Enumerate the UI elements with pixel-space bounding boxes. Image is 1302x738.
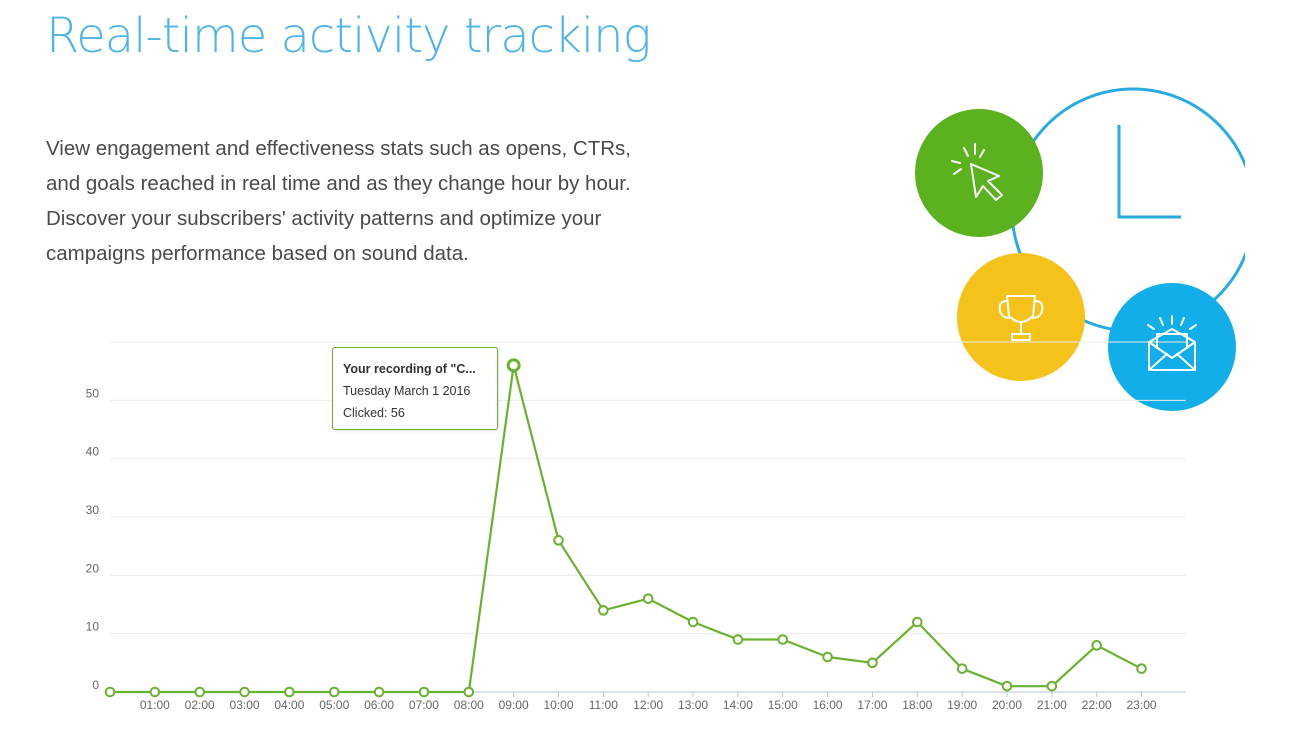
description-line-4: campaigns performance based on sound dat… <box>46 242 469 265</box>
series-line-path <box>110 364 1143 694</box>
x-tick-label: 22:00 <box>1082 698 1112 712</box>
x-tick-label: 14:00 <box>723 698 753 712</box>
data-point[interactable] <box>732 634 744 645</box>
activity-illustration <box>915 87 1245 411</box>
data-point[interactable] <box>1136 663 1147 674</box>
description-line-3: Discover your subscribers' activity patt… <box>46 207 602 230</box>
x-tick-label: 02:00 <box>185 698 215 712</box>
tooltip-title: Your recording of "C... <box>343 362 476 376</box>
data-point[interactable] <box>149 686 161 698</box>
cursor-click-icon <box>951 143 1003 201</box>
x-tick-label: 10:00 <box>543 698 573 712</box>
page-title: Real-time activity tracking <box>46 8 651 64</box>
x-tick-label: 12:00 <box>633 698 663 712</box>
x-tick-label: 16:00 <box>813 698 843 712</box>
data-point[interactable] <box>777 634 789 645</box>
data-point[interactable] <box>687 616 699 628</box>
x-tick-label: 07:00 <box>409 698 439 712</box>
blue-circle <box>1108 283 1236 411</box>
x-tick-label: 05:00 <box>319 698 349 712</box>
data-point[interactable] <box>284 686 295 698</box>
series-line <box>110 364 1143 694</box>
data-point[interactable] <box>912 616 923 628</box>
x-tick-label: 20:00 <box>992 698 1022 712</box>
open-envelope-icon <box>1147 315 1197 371</box>
data-point[interactable] <box>553 535 564 546</box>
x-axis-ticks: 01:00 02:00 03:00 04:00 05:00 06:00 07:00 08:00… <box>140 692 1157 712</box>
green-circle <box>915 109 1043 237</box>
data-point[interactable] <box>418 686 430 698</box>
data-point[interactable] <box>328 686 340 698</box>
data-point[interactable] <box>373 686 385 698</box>
y-tick-label: 30 <box>86 503 100 517</box>
chart-tooltip: Your recording of "C... Tuesday March 1 … <box>332 347 498 430</box>
x-tick-label: 01:00 <box>140 698 170 712</box>
x-tick-label: 08:00 <box>454 698 484 712</box>
y-tick-label: 0 <box>92 678 99 692</box>
x-tick-label: 09:00 <box>499 698 529 712</box>
data-point[interactable] <box>239 686 250 698</box>
x-tick-label: 17:00 <box>857 698 887 712</box>
data-point[interactable] <box>104 686 116 698</box>
x-tick-label: 03:00 <box>230 698 260 712</box>
data-point[interactable] <box>867 657 878 669</box>
x-tick-label: 13:00 <box>678 698 708 712</box>
data-point[interactable] <box>642 593 654 604</box>
data-point[interactable] <box>1091 640 1102 651</box>
series-points <box>104 358 1147 698</box>
x-tick-label: 15:00 <box>768 698 798 712</box>
highlighted-data-point[interactable] <box>506 358 521 373</box>
data-point[interactable] <box>463 686 475 698</box>
y-tick-label: 40 <box>86 445 100 459</box>
tooltip-value: Clicked: 56 <box>343 406 405 420</box>
y-tick-label: 10 <box>86 620 100 634</box>
x-tick-label: 18:00 <box>902 698 932 712</box>
x-tick-label: 11:00 <box>589 698 618 712</box>
data-point[interactable] <box>1046 680 1058 692</box>
data-point[interactable] <box>194 686 205 698</box>
description-text: View engagement and effectiveness stats … <box>46 131 746 271</box>
x-tick-label: 04:00 <box>274 698 304 712</box>
data-point[interactable] <box>598 605 609 616</box>
y-tick-label: 50 <box>86 386 100 400</box>
tooltip-date: Tuesday March 1 2016 <box>343 384 471 398</box>
x-tick-label: 19:00 <box>947 698 977 712</box>
x-tick-label: 06:00 <box>364 698 394 712</box>
yellow-circle <box>957 253 1085 381</box>
y-tick-label: 20 <box>86 561 100 575</box>
trophy-icon <box>998 295 1044 341</box>
data-point[interactable] <box>1001 680 1013 692</box>
chart-gridlines <box>110 341 1186 693</box>
description-line-2: and goals reached in real time and as th… <box>46 172 631 195</box>
data-point[interactable] <box>956 663 968 674</box>
description-line-1: View engagement and effectiveness stats … <box>46 137 631 160</box>
x-tick-label: 23:00 <box>1127 698 1157 712</box>
y-axis-ticks: 0 10 20 30 40 50 <box>86 386 100 692</box>
data-point[interactable] <box>822 651 833 663</box>
x-tick-label: 21:00 <box>1037 698 1067 712</box>
